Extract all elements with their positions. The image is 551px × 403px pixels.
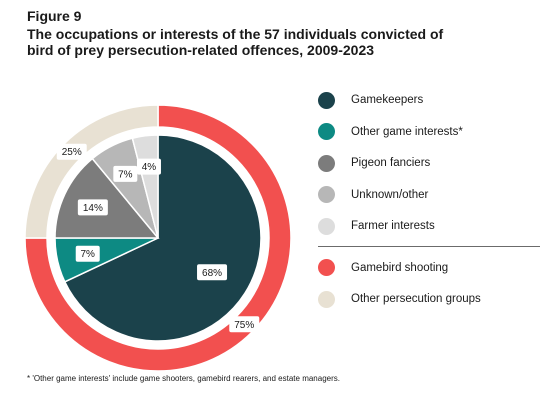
legend-swatch-other-game-interests — [318, 123, 335, 140]
outer-label-other-persecution-groups-bg — [56, 143, 87, 160]
legend-item-gamekeepers: Gamekeepers — [318, 88, 543, 112]
inner-label-gamekeepers-text: 68% — [202, 268, 222, 279]
outer-slice-gamebird-shooting — [24, 104, 292, 372]
slice-labels: 68% 7% 14% 7% 4% 75% 25% — [56, 143, 260, 333]
inner-label-farmer-interests-text: 4% — [142, 162, 157, 173]
inner-slice-pigeon-fanciers — [54, 157, 160, 239]
legend-divider — [318, 245, 540, 247]
inner-label-gamekeepers: 68% — [197, 264, 228, 281]
legend-swatch-farmer-interests — [318, 217, 335, 235]
inner-label-farmer-interests-bg — [136, 158, 161, 175]
legend-swatch-gamebird-shooting — [318, 259, 335, 276]
legend-swatch-other-persecution-groups — [318, 290, 335, 308]
legend-label-pigeon-fanciers: Pigeon fanciers — [351, 157, 431, 169]
outer-label-gamebird-shooting-text: 75% — [234, 320, 254, 331]
inner-label-other-game-interests: 7% — [75, 245, 100, 262]
legend-item-farmer-interests: Farmer interests — [318, 214, 543, 238]
inner-label-unknown-other-bg — [113, 165, 138, 182]
inner-label-farmer-interests: 4% — [136, 158, 161, 175]
legend-item-gamebird-shooting: Gamebird shooting — [318, 256, 543, 280]
outer-slice-other-persecution-groups — [24, 104, 159, 239]
legend: Gamekeepers Other game interests* Pigeon… — [318, 88, 543, 319]
legend-label-other-persecution-groups: Other persecution groups — [351, 293, 481, 305]
legend-swatch-unknown-other — [318, 186, 335, 203]
inner-slice-gamekeepers — [63, 134, 262, 342]
legend-item-unknown-other: Unknown/other — [318, 183, 543, 207]
legend-item-other-persecution-groups: Other persecution groups — [318, 287, 543, 311]
figure-label: Figure 9 — [27, 8, 82, 24]
outer-label-gamebird-shooting: 75% — [229, 316, 260, 333]
legend-item-other-game-interests: Other game interests* — [318, 120, 543, 144]
inner-label-pigeon-fanciers: 14% — [77, 199, 108, 216]
legend-label-gamekeepers: Gamekeepers — [351, 94, 424, 106]
chart-title: The occupations or interests of the 57 i… — [27, 26, 444, 58]
footnote: * 'Other game interests' include game sh… — [27, 374, 340, 383]
outer-label-other-persecution-groups-text: 25% — [62, 147, 82, 158]
inner-label-other-game-interests-text: 7% — [81, 249, 96, 260]
inner-label-other-game-interests-bg — [75, 245, 100, 262]
inner-label-pigeon-fanciers-text: 14% — [83, 203, 103, 214]
inner-label-unknown-other-text: 7% — [118, 169, 133, 180]
legend-label-unknown-other: Unknown/other — [351, 188, 429, 201]
legend-label-farmer-interests: Farmer interests — [351, 220, 435, 232]
legend-groups: Gamebird shooting Other persecution grou… — [318, 256, 543, 312]
legend-swatch-pigeon-fanciers — [318, 154, 335, 172]
inner-label-pigeon-fanciers-bg — [77, 199, 108, 216]
legend-label-gamebird-shooting: Gamebird shooting — [351, 261, 449, 274]
outer-label-gamebird-shooting-bg — [229, 316, 260, 333]
outer-ring — [24, 104, 292, 372]
outer-label-other-persecution-groups: 25% — [56, 143, 87, 160]
inner-label-unknown-other: 7% — [113, 165, 138, 182]
inner-label-gamekeepers-bg — [197, 264, 228, 281]
legend-label-other-game-interests: Other game interests* — [351, 125, 463, 138]
legend-occupations: Gamekeepers Other game interests* Pigeon… — [318, 88, 543, 238]
legend-item-pigeon-fanciers: Pigeon fanciers — [318, 151, 543, 175]
legend-swatch-gamekeepers — [318, 91, 335, 109]
